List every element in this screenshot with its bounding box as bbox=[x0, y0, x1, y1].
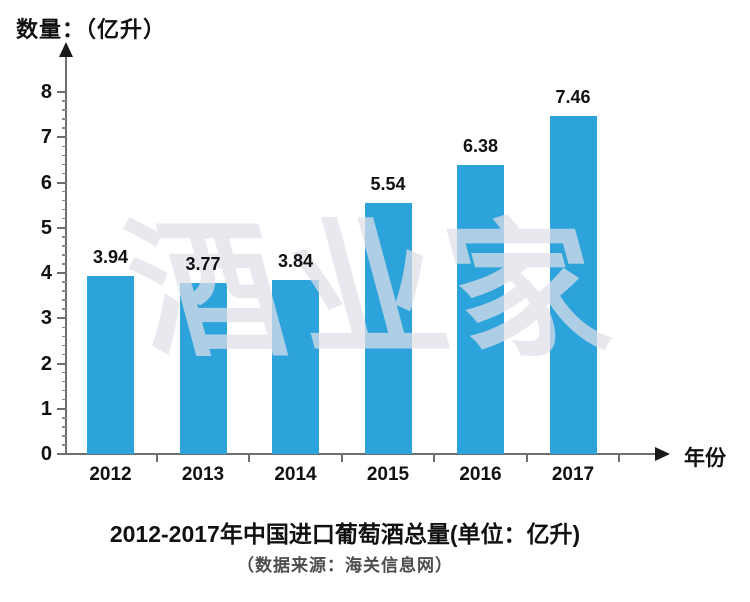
x-tick bbox=[433, 455, 436, 462]
y-major-tick bbox=[57, 181, 66, 184]
y-minor-tick bbox=[62, 208, 66, 211]
bar-value-label: 7.46 bbox=[555, 87, 591, 108]
bar-value-label: 3.77 bbox=[185, 254, 221, 275]
y-tick-label: 7 bbox=[40, 126, 52, 149]
y-minor-tick bbox=[62, 353, 66, 356]
y-minor-tick bbox=[62, 236, 66, 238]
x-category-label: 2014 bbox=[274, 464, 317, 485]
bar bbox=[549, 116, 597, 454]
y-axis-title: 数量：（亿升） bbox=[16, 17, 167, 42]
y-tick-label: 6 bbox=[40, 171, 52, 194]
y-major-tick bbox=[57, 136, 66, 139]
y-axis-arrow-icon bbox=[59, 42, 73, 57]
y-minor-tick bbox=[62, 290, 66, 292]
y-minor-tick bbox=[62, 398, 66, 401]
chart-source: （数据来源：海关信息网） bbox=[237, 556, 453, 575]
y-tick-label: 8 bbox=[40, 81, 52, 103]
y-minor-tick bbox=[62, 254, 66, 256]
x-category-label: 2013 bbox=[181, 464, 225, 485]
y-minor-tick bbox=[62, 109, 66, 111]
y-tick-label: 1 bbox=[40, 397, 52, 420]
y-minor-tick bbox=[62, 389, 66, 392]
title-block: 2012-2017年中国进口葡萄酒总量(单位：亿升) （数据来源：海关信息网） bbox=[0, 520, 690, 577]
x-tick bbox=[525, 455, 528, 462]
y-minor-tick bbox=[62, 299, 66, 301]
x-category-label: 2016 bbox=[459, 464, 502, 485]
y-major-tick bbox=[57, 317, 66, 320]
y-minor-tick bbox=[62, 444, 66, 446]
x-tick bbox=[618, 455, 621, 462]
bar bbox=[364, 203, 412, 454]
bar-value-label: 6.38 bbox=[462, 136, 499, 157]
y-axis-line bbox=[65, 56, 67, 455]
y-major-tick bbox=[57, 453, 66, 455]
y-tick-label: 4 bbox=[40, 262, 52, 284]
bar bbox=[87, 275, 134, 454]
y-minor-tick bbox=[62, 371, 66, 374]
y-minor-tick bbox=[62, 326, 66, 329]
bar bbox=[179, 283, 227, 454]
y-minor-tick bbox=[62, 127, 66, 129]
y-minor-tick bbox=[62, 426, 66, 428]
bar bbox=[272, 280, 319, 454]
y-minor-tick bbox=[62, 190, 66, 193]
y-minor-tick bbox=[62, 344, 66, 347]
chart-title: 2012-2017年中国进口葡萄酒总量(单位：亿升) bbox=[109, 521, 581, 547]
y-major-tick bbox=[57, 362, 66, 365]
y-major-tick bbox=[57, 407, 66, 410]
y-minor-tick bbox=[62, 417, 66, 419]
x-category-label: 2015 bbox=[366, 464, 410, 485]
x-category-label: 2012 bbox=[89, 464, 132, 485]
bar bbox=[457, 165, 504, 454]
y-tick-label: 0 bbox=[40, 443, 52, 465]
y-tick-label: 2 bbox=[40, 352, 52, 375]
y-minor-tick bbox=[62, 199, 66, 202]
x-tick bbox=[248, 455, 251, 462]
y-major-tick bbox=[57, 272, 66, 274]
y-minor-tick bbox=[62, 281, 66, 283]
bar-value-label: 5.54 bbox=[370, 174, 406, 195]
x-axis-line bbox=[65, 453, 657, 455]
y-minor-tick bbox=[62, 172, 66, 175]
y-minor-tick bbox=[62, 308, 66, 310]
x-category-label: 2017 bbox=[551, 464, 595, 485]
y-minor-tick bbox=[62, 263, 66, 265]
bar-value-label: 3.84 bbox=[277, 251, 314, 272]
y-major-tick bbox=[57, 91, 66, 93]
x-tick bbox=[155, 455, 158, 462]
y-minor-tick bbox=[62, 154, 66, 157]
x-tick bbox=[340, 455, 343, 462]
y-minor-tick bbox=[62, 380, 66, 383]
y-minor-tick bbox=[62, 335, 66, 338]
y-minor-tick bbox=[62, 435, 66, 437]
bar-value-label: 3.94 bbox=[92, 246, 129, 267]
y-minor-tick bbox=[62, 245, 66, 247]
x-axis-title: 年份 bbox=[684, 447, 726, 470]
y-minor-tick bbox=[62, 145, 66, 148]
y-minor-tick bbox=[62, 100, 66, 102]
y-major-tick bbox=[57, 226, 66, 229]
y-minor-tick bbox=[62, 118, 66, 120]
y-tick-label: 3 bbox=[40, 307, 52, 330]
y-minor-tick bbox=[62, 163, 66, 166]
y-minor-tick bbox=[62, 217, 66, 220]
x-axis-arrow-icon bbox=[655, 447, 670, 461]
y-tick-label: 5 bbox=[40, 216, 52, 239]
